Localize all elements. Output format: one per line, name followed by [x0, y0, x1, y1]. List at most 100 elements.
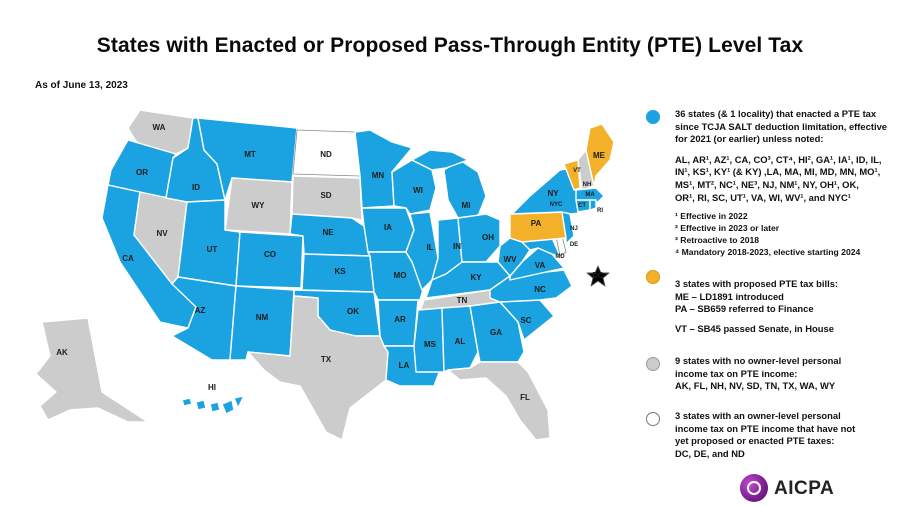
state-label-de: DE: [570, 242, 578, 248]
legend-none-dot: [646, 412, 660, 426]
as-of-date: As of June 13, 2023: [35, 80, 128, 91]
state-nm: [229, 285, 295, 361]
legend-no-income-tax-text-1: 9 states with no owner-level personal: [675, 355, 842, 366]
state-label-fl: FL: [520, 393, 530, 402]
state-label-dc: DC: [592, 271, 604, 280]
state-label-tx: TX: [321, 355, 332, 364]
state-label-ne: NE: [322, 228, 334, 237]
footnote-1: ¹ Effective in 2022: [675, 211, 748, 222]
legend-proposed: 3 states with proposed PTE tax bills: ME…: [646, 268, 896, 335]
state-label-ak: AK: [56, 348, 68, 357]
state-label-mo: MO: [394, 271, 407, 280]
state-label-la: LA: [399, 361, 410, 370]
legend-enacted: 36 states (& 1 locality) that enacted a …: [646, 108, 896, 258]
state-ms: [413, 307, 445, 373]
legend-proposed-text-3: PA – SB659 referred to Finance: [675, 303, 814, 315]
state-label-wa: WA: [153, 123, 166, 132]
state-label-mi: MI: [462, 201, 471, 210]
state-label-ut: UT: [207, 245, 218, 254]
state-il: [405, 211, 439, 291]
state-label-ma: MA: [585, 192, 595, 198]
legend-none-text-2: income tax on PTE income that have not: [675, 422, 856, 434]
aicpa-logo: AICPA: [740, 474, 880, 504]
state-label-co: CO: [264, 250, 276, 259]
state-label-or: OR: [136, 168, 148, 177]
state-label-wy: WY: [252, 201, 266, 210]
state-label-id: ID: [192, 183, 200, 192]
legend-proposed-text-4: VT – SB45 passed Senate, in House: [675, 322, 834, 334]
state-ri: [589, 199, 597, 211]
state-label-va: VA: [535, 261, 546, 270]
state-label-ri: RI: [597, 208, 603, 214]
state-label-al: AL: [455, 337, 466, 346]
state-label-nj: NJ: [570, 226, 578, 232]
legend-proposed-text-1: 3 states with proposed PTE tax bills:: [675, 278, 839, 289]
state-tx: [247, 295, 389, 441]
footnote-3: ³ Retroactive to 2018: [675, 235, 760, 246]
state-ma: [575, 187, 605, 203]
state-ak: [35, 317, 149, 423]
state-label-az: AZ: [195, 306, 206, 315]
state-label-ia: IA: [384, 223, 392, 232]
state-label-nc: NC: [534, 285, 546, 294]
legend-enacted-states-3: MS¹, MT², NC¹, NE³, NJ, NM¹, NY, OH¹, OK…: [675, 178, 859, 190]
legend-none-text-3: yet proposed or enacted PTE taxes:: [675, 435, 835, 447]
aicpa-logo-icon: [740, 474, 768, 502]
state-vt: [563, 159, 581, 191]
state-label-ms: MS: [424, 340, 437, 349]
state-label-il: IL: [426, 243, 433, 252]
state-label-ny: NY: [547, 189, 559, 198]
legend-proposed-text-2: ME – LD1891 introduced: [675, 290, 784, 302]
dc-star-icon: [586, 265, 610, 287]
state-label-nyc: NYC: [550, 202, 563, 208]
legend-no-income-tax-dot: [646, 357, 660, 371]
state-label-vt: VT: [573, 168, 581, 174]
state-mi-up: [411, 149, 469, 171]
state-label-ok: OK: [347, 307, 359, 316]
state-label-ct: CT: [578, 203, 586, 209]
legend-enacted-dot: [646, 110, 660, 124]
legend-none: 3 states with an owner-level personal in…: [646, 410, 896, 460]
page-title: States with Enacted or Proposed Pass-Thr…: [96, 34, 804, 57]
legend-no-income-tax: 9 states with no owner-level personal in…: [646, 355, 896, 393]
state-label-md: MD: [555, 254, 565, 260]
legend-enacted-text-2: since TCJA SALT deduction limitation, ef…: [675, 120, 888, 132]
legend-enacted-states-4: OR¹, RI, SC, UT¹, VA, WI, WV¹, and NYC¹: [675, 191, 851, 203]
state-label-sc: SC: [520, 316, 531, 325]
legend-enacted-states-2: IN¹, KS¹, KY¹ (& KY) ,LA, MA, MI, MD, MN…: [675, 166, 881, 178]
state-me: [585, 123, 615, 187]
state-label-sd: SD: [320, 191, 331, 200]
legend-none-text-1: 3 states with an owner-level personal: [675, 410, 841, 421]
state-label-mt: MT: [244, 150, 256, 159]
footnote-2: ² Effective in 2023 or later: [675, 223, 780, 234]
state-hi: [181, 395, 245, 415]
legend-no-income-tax-text-2: income tax on PTE income:: [675, 367, 798, 379]
state-label-wi: WI: [413, 186, 423, 195]
state-label-ar: AR: [394, 315, 406, 324]
state-label-ky: KY: [470, 273, 482, 282]
state-label-nm: NM: [256, 313, 269, 322]
state-sd: [291, 175, 363, 221]
state-label-mn: MN: [372, 171, 385, 180]
state-label-nv: NV: [156, 229, 168, 238]
legend-enacted-text-3: for 2021 (or earlier) unless noted:: [675, 133, 824, 145]
state-label-pa: PA: [531, 219, 542, 228]
legend-enacted-text-1: 36 states (& 1 locality) that enacted a …: [675, 108, 877, 119]
legend-no-income-tax-text-3: AK, FL, NH, NV, SD, TN, TX, WA, WY: [675, 380, 836, 392]
state-label-ca: CA: [122, 254, 134, 263]
state-label-oh: OH: [482, 233, 494, 242]
state-label-nh: NH: [583, 182, 592, 188]
legend-none-text-4: DC, DE, and ND: [675, 447, 745, 459]
state-label-me: ME: [593, 151, 606, 160]
state-label-ks: KS: [334, 267, 346, 276]
state-label-tn: TN: [457, 296, 468, 305]
state-fl: [447, 361, 551, 441]
legend-proposed-dot: [646, 270, 660, 284]
footnote-4: ⁴ Mandatory 2018-2023, elective starting…: [675, 247, 861, 258]
state-label-nd: ND: [320, 150, 332, 159]
state-label-ga: GA: [490, 328, 502, 337]
state-label-in: IN: [453, 242, 461, 251]
legend-enacted-states-1: AL, AR¹, AZ¹, CA, CO³, CT⁴, HI², GA¹, IA…: [675, 153, 882, 165]
state-label-hi: HI: [208, 383, 216, 392]
